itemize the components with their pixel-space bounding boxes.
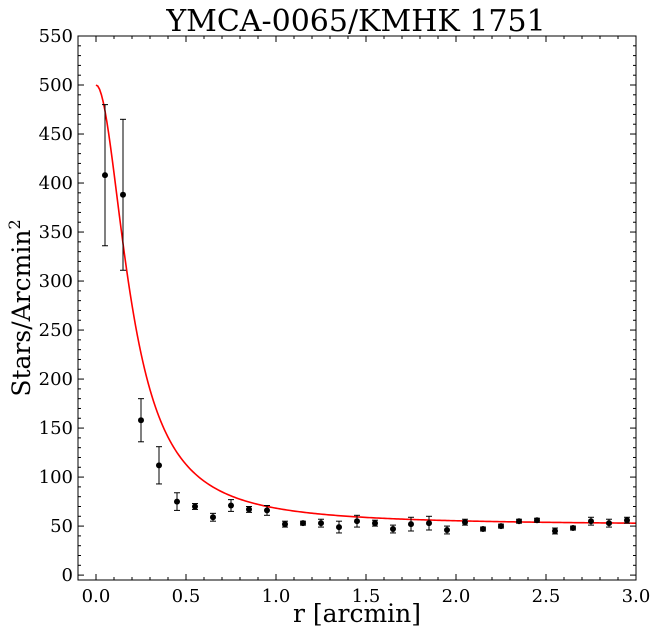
data-point bbox=[174, 498, 180, 505]
chart-title: YMCA-0065/KMHK 1751 bbox=[165, 4, 545, 39]
y-tick-label: 50 bbox=[50, 516, 73, 537]
data-point bbox=[354, 518, 360, 525]
data-point-group bbox=[570, 525, 576, 532]
data-point bbox=[228, 502, 234, 509]
data-point bbox=[246, 506, 252, 513]
x-tick-label: 2.5 bbox=[532, 586, 561, 607]
x-tick-label: 3.0 bbox=[622, 586, 651, 607]
fit-curve-line bbox=[95, 84, 637, 524]
data-point bbox=[534, 517, 540, 524]
data-point-group bbox=[210, 512, 216, 522]
data-point bbox=[624, 517, 630, 524]
axes-frame bbox=[77, 35, 637, 581]
y-tick-label: 100 bbox=[39, 467, 73, 488]
y-tick-label: 450 bbox=[39, 124, 73, 145]
data-point-group bbox=[444, 525, 450, 535]
data-point-group bbox=[534, 517, 540, 524]
data-point bbox=[570, 525, 576, 532]
x-tick-label: 0.0 bbox=[82, 586, 111, 607]
x-axis-ticks: 0.0 0.5 1.0 1.5 2.0 2.5 3.0 bbox=[82, 36, 651, 607]
data-point-group bbox=[498, 523, 504, 530]
y-tick-label: 500 bbox=[39, 75, 73, 96]
y-tick-label: 250 bbox=[39, 320, 73, 341]
y-tick-label: 300 bbox=[39, 271, 73, 292]
data-point bbox=[372, 520, 378, 527]
y-tick-label: 200 bbox=[39, 369, 73, 390]
data-point bbox=[210, 514, 216, 521]
data-point-group bbox=[552, 527, 558, 535]
data-point-group bbox=[120, 118, 126, 271]
y-axis-label-superscript: 2 bbox=[5, 219, 24, 229]
data-point-group bbox=[606, 518, 612, 528]
data-point bbox=[408, 521, 414, 528]
data-point bbox=[318, 520, 324, 527]
data-point-group bbox=[624, 516, 630, 524]
x-tick-label: 2.0 bbox=[442, 586, 471, 607]
x-axis-label: r [arcmin] bbox=[293, 599, 421, 628]
data-point bbox=[552, 527, 558, 534]
data-point bbox=[192, 503, 198, 510]
data-point bbox=[516, 518, 522, 525]
data-point-group bbox=[426, 515, 432, 531]
data-point bbox=[390, 526, 396, 533]
data-point bbox=[282, 521, 288, 528]
plot-area bbox=[95, 84, 637, 535]
data-point-group bbox=[408, 516, 414, 532]
data-point-group bbox=[300, 520, 306, 527]
data-point-group bbox=[336, 520, 342, 534]
data-point-group bbox=[318, 518, 324, 528]
data-point-group bbox=[228, 499, 234, 512]
x-tick-label: 1.5 bbox=[352, 586, 381, 607]
data-point-group bbox=[192, 503, 198, 510]
data-point-group bbox=[588, 516, 594, 526]
data-point bbox=[138, 417, 144, 424]
y-tick-label: 0 bbox=[62, 565, 73, 586]
data-point bbox=[444, 527, 450, 534]
data-point-group bbox=[264, 505, 270, 516]
y-axis-ticks: 0 50 100 150 200 250 300 350 400 450 500 550 bbox=[39, 26, 636, 586]
data-point-group bbox=[480, 526, 486, 533]
data-point bbox=[606, 520, 612, 527]
data-point bbox=[102, 172, 108, 179]
data-point-group bbox=[246, 505, 252, 513]
data-point bbox=[462, 519, 468, 526]
axes: 0.0 0.5 1.0 1.5 2.0 2.5 3.0 0 50 100 150 200 250 300… bbox=[39, 26, 651, 607]
y-axis-label: Stars/Arcmin2 bbox=[5, 219, 36, 396]
data-point bbox=[156, 462, 162, 469]
data-point bbox=[300, 520, 306, 527]
data-point-group bbox=[390, 524, 396, 534]
x-tick-label: 0.5 bbox=[172, 586, 201, 607]
data-point-group bbox=[156, 446, 162, 485]
data-point-group bbox=[462, 518, 468, 526]
x-tick-label: 1.0 bbox=[262, 586, 291, 607]
data-point-group bbox=[174, 492, 180, 511]
data-point bbox=[264, 507, 270, 514]
data-point bbox=[498, 523, 504, 530]
data-point bbox=[588, 518, 594, 525]
data-point bbox=[120, 191, 126, 198]
y-tick-label: 350 bbox=[39, 222, 73, 243]
data-point-group bbox=[282, 520, 288, 528]
y-tick-label: 400 bbox=[39, 173, 73, 194]
data-point bbox=[336, 524, 342, 531]
data-point bbox=[426, 520, 432, 527]
data-point-group bbox=[516, 518, 522, 525]
data-point-group bbox=[138, 398, 144, 443]
data-point bbox=[480, 526, 486, 533]
y-tick-label: 550 bbox=[39, 26, 73, 47]
data-point-group bbox=[102, 104, 108, 247]
data-point-group bbox=[372, 519, 378, 527]
y-tick-label: 150 bbox=[39, 418, 73, 439]
y-axis-label-main: Stars/Arcmin bbox=[7, 230, 36, 397]
data-point-group bbox=[354, 514, 360, 528]
